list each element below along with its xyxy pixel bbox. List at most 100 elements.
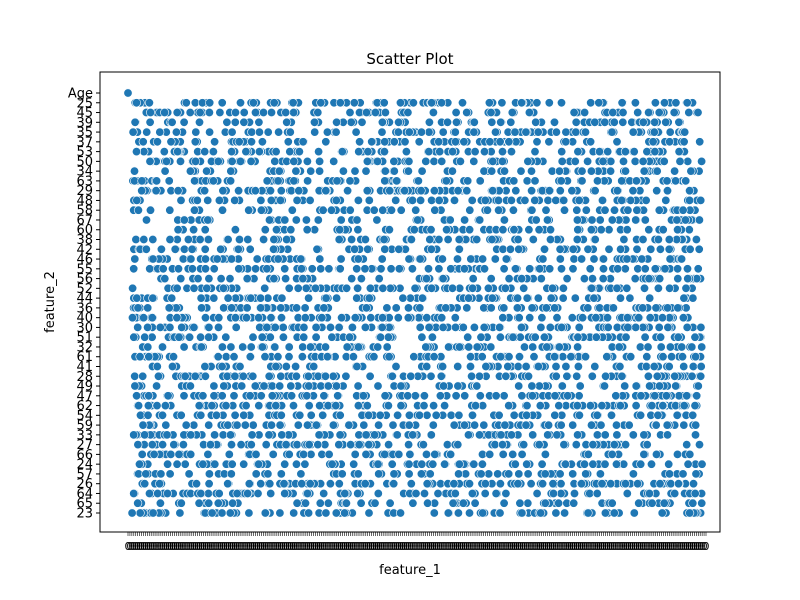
- scatter-point: [506, 195, 516, 205]
- scatter-point: [335, 98, 345, 108]
- scatter-point: [557, 156, 567, 166]
- scatter-point: [684, 225, 694, 235]
- scatter-point: [184, 469, 194, 479]
- scatter-point: [404, 410, 414, 420]
- scatter-point: [158, 264, 168, 274]
- scatter-point: [606, 479, 616, 489]
- scatter-point: [144, 391, 154, 401]
- scatter-point: [246, 342, 256, 352]
- scatter-point: [693, 108, 703, 118]
- scatter-point: [130, 166, 140, 176]
- scatter-point: [254, 459, 264, 469]
- scatter-point: [256, 293, 266, 303]
- scatter-point: [693, 381, 703, 391]
- scatter-point: [300, 303, 310, 313]
- scatter-point: [563, 391, 573, 401]
- scatter-point: [644, 225, 654, 235]
- scatter-point: [487, 293, 497, 303]
- scatter-point: [533, 361, 543, 371]
- scatter-point: [276, 410, 286, 420]
- scatter-point: [239, 108, 249, 118]
- scatter-point: [567, 186, 577, 196]
- scatter-point: [516, 166, 526, 176]
- scatter-point: [377, 322, 387, 332]
- scatter-point: [350, 449, 360, 459]
- scatter-point: [151, 186, 161, 196]
- scatter-point: [458, 498, 468, 508]
- scatter-point: [350, 244, 360, 254]
- scatter-point: [560, 459, 570, 469]
- scatter-point: [370, 498, 380, 508]
- scatter-point: [630, 274, 640, 284]
- scatter-point: [251, 108, 261, 118]
- scatter-point: [567, 313, 577, 323]
- scatter-point: [424, 117, 434, 127]
- scatter-point: [612, 283, 622, 293]
- scatter-point: [321, 508, 331, 518]
- scatter-point: [342, 342, 352, 352]
- scatter-point: [284, 283, 294, 293]
- scatter-point: [326, 205, 336, 215]
- scatter-point: [179, 342, 189, 352]
- scatter-point: [287, 205, 297, 215]
- scatter-point: [545, 264, 555, 274]
- scatter-point: [227, 254, 237, 264]
- scatter-point: [463, 176, 473, 186]
- scatter-point: [673, 332, 683, 342]
- scatter-point: [528, 342, 538, 352]
- scatter-point: [195, 108, 205, 118]
- scatter-point: [532, 488, 542, 498]
- scatter-point: [215, 108, 225, 118]
- scatter-point: [661, 195, 671, 205]
- scatter-point: [586, 420, 596, 430]
- scatter-point: [638, 117, 648, 127]
- scatter-point: [631, 322, 641, 332]
- scatter-point: [569, 108, 579, 118]
- scatter-point: [294, 186, 304, 196]
- scatter-point: [670, 488, 680, 498]
- scatter-point: [523, 469, 533, 479]
- scatter-point: [673, 274, 683, 284]
- scatter-point: [475, 391, 485, 401]
- scatter-point: [331, 401, 341, 411]
- scatter-point: [576, 479, 586, 489]
- scatter-point: [490, 127, 500, 137]
- scatter-point: [145, 488, 155, 498]
- scatter-point: [144, 98, 154, 108]
- scatter-point: [543, 195, 553, 205]
- scatter-point: [688, 361, 698, 371]
- scatter-point: [335, 225, 345, 235]
- scatter-point: [446, 449, 456, 459]
- scatter-point: [415, 303, 425, 313]
- scatter-point: [289, 108, 299, 118]
- scatter-point: [460, 215, 470, 225]
- scatter-point: [374, 274, 384, 284]
- scatter-point: [586, 225, 596, 235]
- scatter-point: [665, 127, 675, 137]
- scatter-point: [416, 127, 426, 137]
- scatter-point: [380, 108, 390, 118]
- scatter-point: [243, 235, 253, 245]
- scatter-point: [201, 313, 211, 323]
- scatter-point: [323, 498, 333, 508]
- scatter-point: [352, 293, 362, 303]
- scatter-point: [226, 342, 236, 352]
- scatter-point: [235, 361, 245, 371]
- scatter-point: [285, 127, 295, 137]
- scatter-point: [497, 147, 507, 157]
- scatter-point: [389, 479, 399, 489]
- scatter-point: [130, 254, 140, 264]
- scatter-point: [176, 498, 186, 508]
- scatter-point: [356, 274, 366, 284]
- scatter-point: [387, 459, 397, 469]
- scatter-point: [353, 225, 363, 235]
- scatter-point: [299, 322, 309, 332]
- scatter-point: [544, 186, 554, 196]
- scatter-point: [425, 235, 435, 245]
- scatter-point: [559, 440, 569, 450]
- scatter-point: [138, 371, 148, 381]
- scatter-point: [415, 322, 425, 332]
- scatter-point: [464, 479, 474, 489]
- scatter-point: [210, 459, 220, 469]
- scatter-point: [245, 244, 255, 254]
